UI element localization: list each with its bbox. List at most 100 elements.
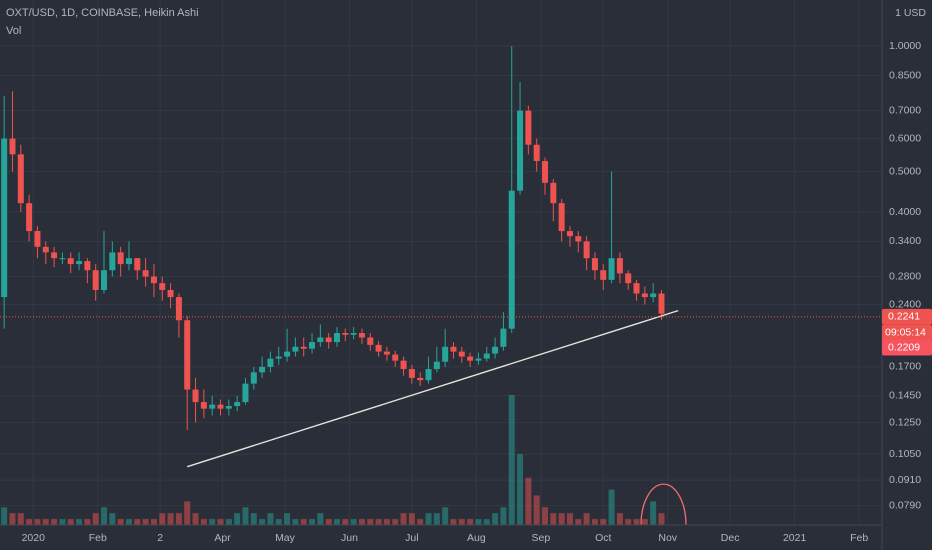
candle-body [417, 377, 424, 381]
candle-body [150, 276, 157, 284]
y-tick-label: 1.0000 [889, 40, 921, 52]
candle-body [200, 402, 207, 409]
candle-body [658, 293, 665, 314]
candle-body [616, 258, 623, 274]
volume-bar [59, 519, 66, 525]
volume-bar [616, 513, 623, 525]
y-tick-label: 0.2800 [889, 270, 921, 282]
volume-bar [367, 519, 374, 525]
volume-bar [101, 507, 108, 525]
volume-bar [358, 519, 365, 525]
volume-bar [550, 513, 557, 525]
volume-pane [1, 395, 665, 525]
candle-body [109, 252, 116, 271]
axes: 2020 Feb 2 Apr May Jun Jul Aug Sep Oct Nov Dec 2021 F… [22, 40, 932, 544]
candle-body [533, 144, 540, 162]
volume-bar [84, 519, 91, 525]
candle-body [325, 337, 332, 343]
candle-body [225, 405, 232, 409]
volume-bar [192, 513, 199, 525]
volume-bar [375, 519, 382, 525]
x-tick-label: May [275, 532, 296, 544]
candle-body [342, 333, 349, 335]
candle-body [583, 241, 590, 259]
volume-bar [9, 513, 16, 525]
candle-body [142, 270, 149, 277]
volume-bar [583, 513, 590, 525]
candle-body [84, 261, 91, 271]
candle-body [400, 360, 407, 370]
candle-body [317, 337, 324, 343]
volume-bar [284, 513, 291, 525]
y-tick-label: 0.1700 [889, 361, 921, 373]
volume-bar [542, 507, 549, 525]
countdown-box [882, 324, 932, 341]
candle-body [259, 366, 266, 373]
candle-body [633, 283, 640, 294]
candle-body [350, 333, 357, 335]
y-tick-label: 0.0910 [889, 474, 921, 486]
volume-bar [433, 513, 440, 525]
volume-bar [400, 513, 407, 525]
y-tick-label: 0.8500 [889, 69, 921, 81]
volume-bar [633, 519, 640, 525]
volume-bar [325, 519, 332, 525]
y-tick-label: 0.5000 [889, 165, 921, 177]
candle-body [67, 258, 74, 265]
volume-bar [425, 513, 432, 525]
volume-bar [51, 519, 58, 525]
candle-body [475, 358, 482, 361]
volume-bar [200, 519, 207, 525]
candle-body [9, 138, 16, 155]
candle-body [500, 328, 507, 347]
trend-line [187, 309, 679, 468]
volume-bar [275, 519, 282, 525]
y-tick-label: 0.1250 [889, 416, 921, 428]
candle-body [284, 351, 291, 357]
volume-bar [392, 519, 399, 525]
candle-body [408, 369, 415, 378]
volume-bar [317, 513, 324, 525]
candle-body [492, 346, 499, 354]
volume-bar [150, 519, 157, 525]
volume-bar [492, 513, 499, 525]
candle-body [175, 297, 182, 321]
candle-body [101, 270, 108, 290]
volume-bar [458, 519, 465, 525]
candle-body [42, 246, 49, 253]
candle-body [51, 252, 58, 259]
volume-bar [342, 519, 349, 525]
volume-bar [417, 519, 424, 525]
volume-bar [175, 513, 182, 525]
candle-body [458, 351, 465, 357]
grid [0, 0, 882, 525]
candle-body [125, 258, 132, 265]
volume-bar [500, 507, 507, 525]
volume-bar [608, 489, 615, 525]
candle-body [375, 344, 382, 352]
candle-body [92, 270, 99, 290]
candle-body [542, 161, 549, 183]
chart-title: OXT/USD, 1D, COINBASE, Heikin Ashi [6, 7, 199, 19]
x-tick-label: 2 [157, 532, 163, 544]
candle-body [26, 203, 33, 232]
volume-bar [566, 513, 573, 525]
unit-label: 1 USD [895, 7, 926, 19]
volume-bar [450, 519, 457, 525]
volume-bar [242, 507, 249, 525]
y-tick-label: 0.0790 [889, 499, 921, 511]
volume-bar [209, 519, 216, 525]
overlays [0, 309, 882, 468]
volume-bar [650, 501, 657, 525]
candle-body [242, 383, 249, 403]
x-tick-label: Nov [658, 532, 677, 544]
candle-body [34, 231, 41, 247]
candle-body [483, 353, 490, 359]
volume-bar [408, 513, 415, 525]
volume-bar [558, 513, 565, 525]
volume-bar [508, 395, 515, 525]
volume-bar [350, 519, 357, 525]
y-tick-label: 0.1050 [889, 448, 921, 460]
volume-bar [658, 513, 665, 525]
